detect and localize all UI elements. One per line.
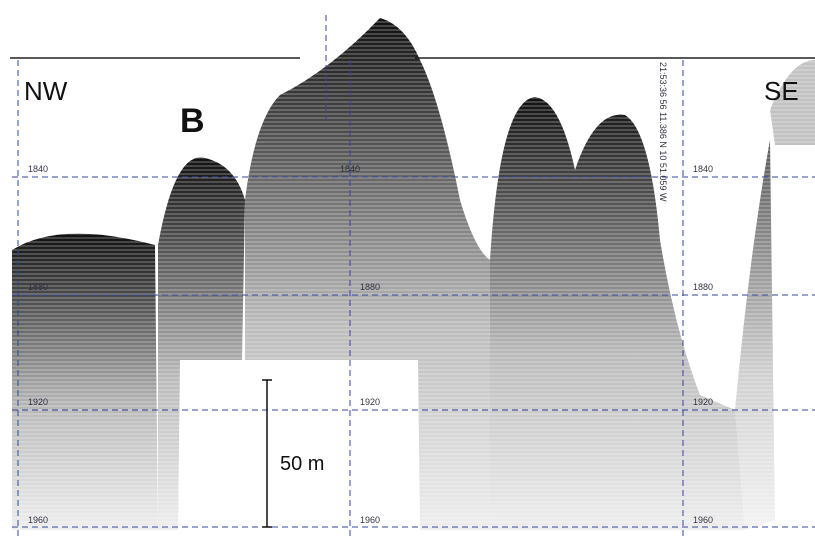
grid-label: 1880 bbox=[360, 282, 380, 292]
panel-label: B bbox=[180, 102, 205, 140]
grid-label: 1960 bbox=[28, 515, 48, 525]
grid-label: 1880 bbox=[28, 282, 48, 292]
seismic-profile: 1840 1840 1840 1880 1880 1880 1920 1920 … bbox=[0, 0, 815, 539]
grid-label: 1960 bbox=[693, 515, 713, 525]
direction-label: SE bbox=[764, 76, 799, 106]
grid-label: 1840 bbox=[693, 164, 713, 174]
grid-label: 1920 bbox=[693, 397, 713, 407]
grid-label: 1920 bbox=[360, 397, 380, 407]
reflectors bbox=[12, 18, 815, 533]
direction-label: NW bbox=[24, 76, 68, 106]
grid-label: 1840 bbox=[28, 164, 48, 174]
scale-label: 50 m bbox=[280, 453, 324, 475]
grid-label: 1960 bbox=[360, 515, 380, 525]
grid-label: 1880 bbox=[693, 282, 713, 292]
position-annotation: 21:53:36 56 11.386 N 10 51.059 W bbox=[658, 62, 668, 202]
grid-label: 1840 bbox=[340, 164, 360, 174]
grid-label: 1920 bbox=[28, 397, 48, 407]
